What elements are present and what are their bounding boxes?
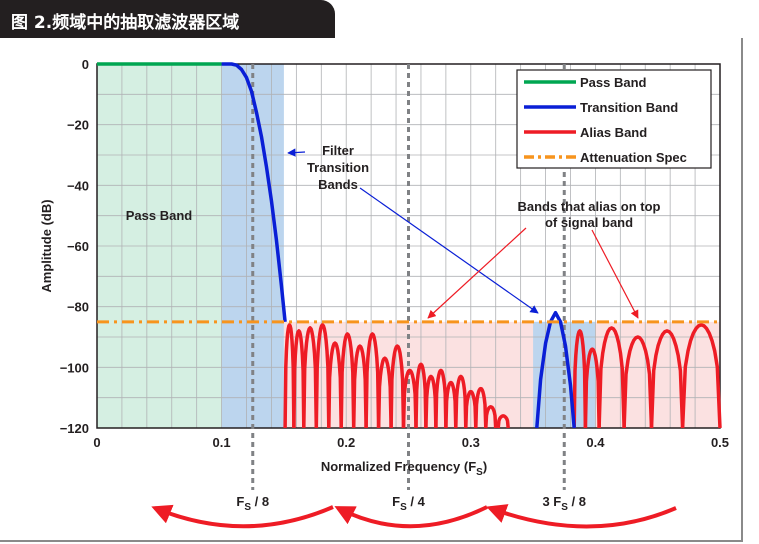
alias-band-lobe <box>496 414 510 429</box>
alias-band-lobe <box>464 389 478 429</box>
y-tick-label: 0 <box>82 57 89 72</box>
marker-label: 3 FS / 8 <box>542 494 586 513</box>
alias-note-line-2: of signal band <box>545 215 633 230</box>
alias-band-lobe <box>327 341 343 429</box>
folding-arrows <box>151 504 677 529</box>
alias-band-lobe <box>401 368 418 429</box>
alias-note-line-1: Bands that alias on top <box>517 199 660 214</box>
legend-label: Alias Band <box>580 125 647 140</box>
pass-band-region-label: Pass Band <box>126 208 193 223</box>
alias-band-lobe <box>351 344 368 429</box>
y-tick-label: −100 <box>60 360 89 375</box>
alias-band-lobe <box>484 405 498 429</box>
marker-label: FS / 8 <box>236 494 269 513</box>
figure-frame <box>0 38 743 542</box>
alias-band-lobe <box>474 386 488 429</box>
fold-arrow-3fs8 <box>486 504 677 529</box>
legend-label: Pass Band <box>580 75 647 90</box>
arrow-to-aliased-transition <box>359 187 539 314</box>
alias-band-lobe <box>376 356 393 429</box>
y-axis-title: Amplitude (dB) <box>39 199 54 292</box>
marker-label: FS / 4 <box>392 494 425 513</box>
aliased-transition-line <box>535 310 576 429</box>
y-tick-label: −80 <box>67 300 89 315</box>
alias-band-lobe <box>597 326 626 429</box>
legend-label: Transition Band <box>580 100 678 115</box>
alias-arrow-right <box>591 229 639 319</box>
transition-band-line <box>221 62 287 322</box>
alias-band-lobe <box>572 329 588 429</box>
alias-band-lobe <box>283 323 296 429</box>
x-axis-title: Normalized Frequency (FS) <box>321 459 487 478</box>
figure-header: 图 2.频域中的抽取滤波器区域 <box>0 0 335 38</box>
y-tick-label: −120 <box>60 421 89 436</box>
y-tick-label: −40 <box>67 178 89 193</box>
alias-annotation: Bands that alias on top of signal band <box>427 199 661 319</box>
filter-transition-line-2: Transition <box>307 160 369 175</box>
x-tick-label: 0.3 <box>462 435 480 450</box>
x-tick-label: 0.5 <box>711 435 729 450</box>
alias-band-lobe <box>389 344 406 429</box>
fold-arrow-fs4 <box>334 505 488 529</box>
alias-band-lobe <box>434 368 448 429</box>
legend-box <box>516 69 712 169</box>
alias-band-lobe <box>649 329 685 429</box>
y-tick-label: −20 <box>67 118 89 133</box>
alias-band-lobe <box>583 347 601 429</box>
figure-title: 图 2.频域中的抽取滤波器区域 <box>11 13 240 33</box>
arrow-to-transition-band <box>287 148 306 157</box>
x-tick-label: 0.2 <box>337 435 355 450</box>
alias-band-lobe <box>454 374 468 429</box>
y-tick-label: −60 <box>67 239 89 254</box>
alias-band-lobe <box>302 326 319 429</box>
alias-band-lobe <box>292 329 306 429</box>
fold-arrow-fs8 <box>151 504 334 529</box>
x-tick-label: 0.4 <box>586 435 605 450</box>
alias-band-lobe <box>444 380 458 429</box>
alias-band-lobe <box>680 323 722 429</box>
filter-transition-annotation: Filter Transition Bands <box>287 143 539 314</box>
x-tick-label: 0.1 <box>213 435 231 450</box>
alias-band-lobe <box>314 323 331 429</box>
alias-band-lobe <box>414 362 428 429</box>
alias-band-lobe <box>364 332 381 429</box>
legend: Pass Band Transition Band Alias Band Attenu… <box>516 69 712 169</box>
alias-arrow-left <box>427 227 527 319</box>
filter-transition-line-1: Filter <box>322 143 354 158</box>
x-tick-label: 0 <box>93 435 100 450</box>
legend-label: Attenuation Spec <box>580 150 687 165</box>
alias-band-lobe <box>622 335 654 429</box>
filter-transition-line-3: Bands <box>318 177 358 192</box>
alias-band-lobe <box>424 374 438 429</box>
alias-band-lobe <box>339 332 356 429</box>
